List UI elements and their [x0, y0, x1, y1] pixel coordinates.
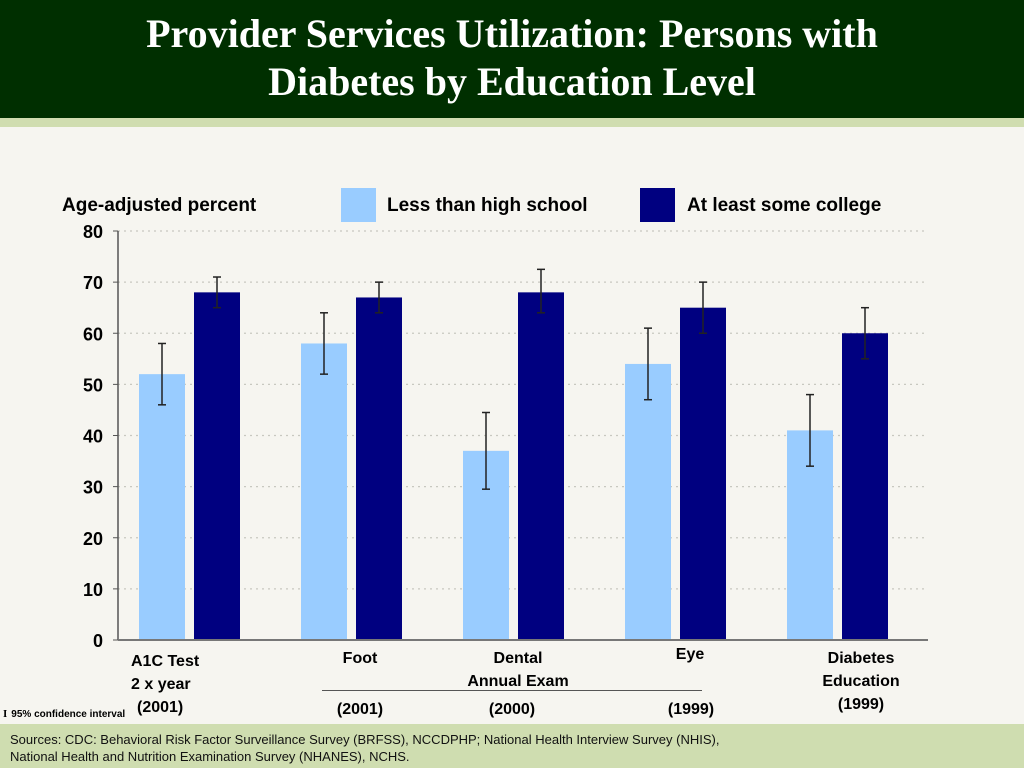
x-label-diabetes-education-line2: Education [822, 673, 900, 690]
y-tick-label: 60 [83, 324, 103, 344]
y-tick-label: 20 [83, 529, 103, 549]
sources-line-1: Sources: CDC: Behavioral Risk Factor Sur… [10, 732, 720, 747]
x-label-dental-line2: Annual Exam [467, 673, 569, 690]
sources-line-2: National Health and Nutrition Examinatio… [10, 749, 410, 764]
sources-text: Sources: CDC: Behavioral Risk Factor Sur… [10, 731, 719, 765]
bar-some-college [842, 333, 888, 640]
bar-some-college [356, 297, 402, 640]
bar-some-college [194, 292, 240, 640]
y-tick-label: 10 [83, 580, 103, 600]
x-label-dental-line1: Dental [493, 650, 543, 667]
x-label-dental: Dental Annual Exam [453, 647, 583, 693]
bar-less-than-high-school [139, 374, 185, 640]
y-tick-label: 40 [83, 427, 103, 447]
title-line-1: Provider Services Utilization: Persons w… [146, 11, 878, 56]
bar-some-college [680, 307, 726, 640]
header-divider [0, 118, 1024, 127]
y-tick-label: 50 [83, 375, 103, 395]
title-banner: Provider Services Utilization: Persons w… [0, 0, 1024, 118]
ci-legend-text: 95% confidence interval [11, 709, 126, 720]
x-label-a1c-line1: A1C Test [131, 653, 200, 670]
x-label-diabetes-education-line1: Diabetes [827, 650, 895, 667]
x-label-a1c: A1C Test 2 x year (2001) [131, 650, 199, 719]
x-label-a1c-year: (2001) [137, 699, 184, 716]
x-label-diabetes-education-year: (1999) [837, 696, 885, 713]
legend-swatch-less-than-high-school [341, 188, 376, 222]
x-label-divider [322, 690, 702, 691]
x-label-eye-year: (1999) [667, 701, 715, 718]
legend-swatch-some-college [640, 188, 675, 222]
legend-label-some-college: At least some college [687, 195, 882, 216]
x-label-diabetes-education: Diabetes Education (1999) [801, 647, 921, 716]
y-tick-label: 30 [83, 478, 103, 498]
y-axis-title: Age-adjusted percent [62, 195, 257, 216]
error-bar-icon: I [3, 708, 8, 720]
x-label-dental-year: (2000) [488, 701, 536, 718]
y-tick-label: 0 [93, 631, 103, 651]
y-tick-label: 70 [83, 273, 103, 293]
x-label-foot: Foot [342, 650, 378, 667]
title-line-2: Diabetes by Education Level [268, 59, 756, 104]
x-label-foot-year: (2001) [336, 701, 384, 718]
x-label-a1c-line2: 2 x year [131, 676, 191, 693]
bar-less-than-high-school [625, 363, 671, 640]
x-label-eye: Eye [675, 646, 705, 663]
ci-legend: I 95% confidence interval [3, 708, 125, 720]
footer: Sources: CDC: Behavioral Risk Factor Sur… [0, 724, 1024, 768]
page-title: Provider Services Utilization: Persons w… [0, 10, 1024, 106]
bar-less-than-high-school [301, 343, 347, 640]
bar-some-college [518, 292, 564, 640]
legend-label-less-than-high-school: Less than high school [387, 195, 588, 216]
y-tick-label: 80 [83, 222, 103, 242]
